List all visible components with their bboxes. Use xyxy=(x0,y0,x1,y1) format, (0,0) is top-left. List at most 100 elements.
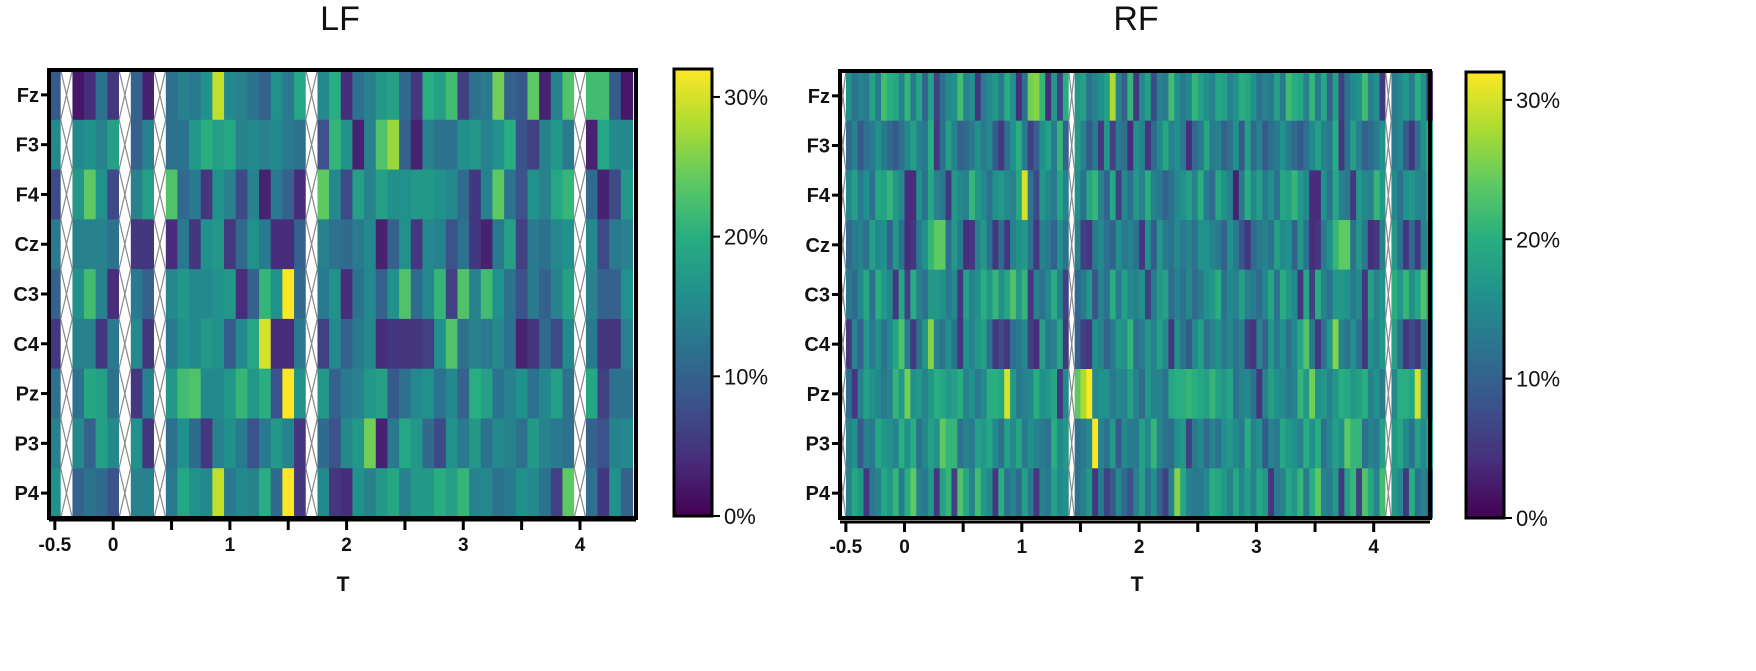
rf-cell-p3-41 xyxy=(1080,418,1087,469)
rf-cell-f3-69 xyxy=(1244,120,1252,171)
lf-cell-fz-8 xyxy=(142,70,155,121)
rf-cell-fz-94 xyxy=(1391,71,1398,122)
rf-missing-bin xyxy=(1068,70,1076,519)
lf-cell-c4-47 xyxy=(597,318,610,370)
rf-cell-p4-58 xyxy=(1180,468,1187,519)
rf-cell-fz-48 xyxy=(1121,71,1128,122)
rf-cell-cz-73 xyxy=(1268,220,1275,271)
lf-xtick-label: 2 xyxy=(341,535,352,556)
rf-cell-f4-24 xyxy=(980,170,988,221)
rf-cell-c3-57 xyxy=(1174,269,1181,320)
lf-cell-f4-23 xyxy=(317,169,330,220)
rf-cell-f3-81 xyxy=(1315,120,1322,171)
rf-cell-p3-86 xyxy=(1344,418,1351,469)
rf-cell-f4-66 xyxy=(1227,170,1234,221)
lf-cell-f3-32 xyxy=(422,119,435,171)
lf-cell-pz-16 xyxy=(235,368,248,420)
lf-ytick-c4: C4 xyxy=(13,334,39,356)
rf-cell-c4-25 xyxy=(986,319,994,370)
rf-cell-cz-33 xyxy=(1033,220,1040,271)
rf-cell-c3-1 xyxy=(845,269,853,320)
lf-missing-bin xyxy=(573,69,587,519)
lf-cell-p3-37 xyxy=(480,418,494,469)
rf-cell-p4-35 xyxy=(1045,468,1052,519)
rf-cell-pz-22 xyxy=(969,369,976,420)
lf-cell-f3-0 xyxy=(49,119,62,171)
lf-missing-bin xyxy=(118,69,132,519)
rf-cell-c3-94 xyxy=(1391,269,1398,320)
rf-cell-p4-10 xyxy=(898,468,906,519)
rf-cell-c4-68 xyxy=(1238,319,1246,370)
lf-cell-cz-17 xyxy=(247,219,260,270)
lf-cell-cz-5 xyxy=(107,219,120,270)
lf-cell-pz-42 xyxy=(539,368,552,420)
rf-ytick-c4: C4 xyxy=(804,334,830,356)
rf-cell-c3-74 xyxy=(1274,269,1281,320)
rf-cell-c4-44 xyxy=(1098,319,1105,370)
rf-cell-c3-89 xyxy=(1361,269,1369,320)
lf-cell-p4-17 xyxy=(247,468,260,519)
rf-cell-p4-18 xyxy=(945,468,953,519)
rf-cell-c3-35 xyxy=(1045,269,1052,320)
lf-cell-p3-47 xyxy=(597,418,610,469)
rf-cell-pz-72 xyxy=(1262,369,1269,420)
rf-cell-pz-49 xyxy=(1127,369,1134,420)
rf-cell-pz-37 xyxy=(1057,369,1064,420)
lf-cell-fz-38 xyxy=(492,70,505,121)
rf-cell-c3-53 xyxy=(1150,269,1158,320)
rf-cell-p4-42 xyxy=(1086,468,1093,519)
rf-cell-c3-7 xyxy=(881,269,888,320)
rf-cell-pz-55 xyxy=(1162,369,1170,420)
lf-ytick-pz: Pz xyxy=(16,384,39,406)
rf-cell-pz-29 xyxy=(1010,369,1017,420)
lf-cell-pz-27 xyxy=(364,368,377,420)
lf-cell-f4-32 xyxy=(422,169,435,220)
rf-cell-cz-50 xyxy=(1133,220,1140,271)
rf-cell-f4-43 xyxy=(1092,170,1099,221)
rf-cell-c4-77 xyxy=(1291,319,1299,370)
lf-cell-p4-31 xyxy=(410,468,424,519)
rf-x-axis: -0.5 0 1 2 3 4 xyxy=(829,520,1430,558)
rf-cell-pz-74 xyxy=(1274,369,1281,420)
lf-cell-c3-23 xyxy=(317,269,330,320)
rf-cell-c4-41 xyxy=(1080,319,1087,370)
lf-cell-cz-41 xyxy=(527,219,540,270)
rf-cell-f4-50 xyxy=(1133,170,1140,221)
rf-xtick-label: 4 xyxy=(1368,537,1379,558)
lf-xtick-label: 0 xyxy=(108,535,119,556)
rf-cell-pz-33 xyxy=(1033,369,1040,420)
lf-cell-p3-24 xyxy=(329,418,342,469)
rf-cell-c3-98 xyxy=(1414,269,1422,320)
lf-cell-f3-40 xyxy=(515,119,529,171)
lf-cell-pz-39 xyxy=(504,368,517,420)
rf-cell-c4-8 xyxy=(886,319,894,370)
rf-cell-cz-95 xyxy=(1397,220,1404,271)
lf-cell-fz-14 xyxy=(212,70,225,121)
rf-cell-fz-8 xyxy=(886,71,894,122)
rf-cell-pz-35 xyxy=(1045,369,1052,420)
rf-cell-fz-24 xyxy=(980,71,988,122)
lf-cell-p4-41 xyxy=(527,468,540,519)
lf-cell-c4-37 xyxy=(480,318,494,370)
lf-cell-p4-3 xyxy=(84,468,97,519)
rf-cell-f3-67 xyxy=(1232,120,1240,171)
rf-cell-f4-44 xyxy=(1098,170,1105,221)
rf-cell-cz-70 xyxy=(1250,220,1257,271)
rf-cell-c4-24 xyxy=(980,319,988,370)
lf-cell-c3-15 xyxy=(224,269,237,320)
rf-cell-f4-34 xyxy=(1039,170,1046,221)
lf-cell-c4-40 xyxy=(515,318,529,370)
lf-cell-cz-39 xyxy=(504,219,517,270)
rf-cell-f3-96 xyxy=(1403,120,1410,171)
rf-cell-fz-12 xyxy=(910,71,917,122)
lf-cell-c3-34 xyxy=(445,269,459,320)
lf-cell-fz-7 xyxy=(130,70,143,121)
rf-cell-pz-57 xyxy=(1174,369,1181,420)
lf-cell-c4-11 xyxy=(177,318,190,370)
rf-cell-f4-89 xyxy=(1361,170,1369,221)
lf-xtick-label: 3 xyxy=(458,535,469,556)
rf-cell-pz-15 xyxy=(927,369,935,420)
rf-cell-f4-56 xyxy=(1168,170,1175,221)
rf-cell-c4-35 xyxy=(1045,319,1052,370)
rf-cell-c3-26 xyxy=(992,269,999,320)
